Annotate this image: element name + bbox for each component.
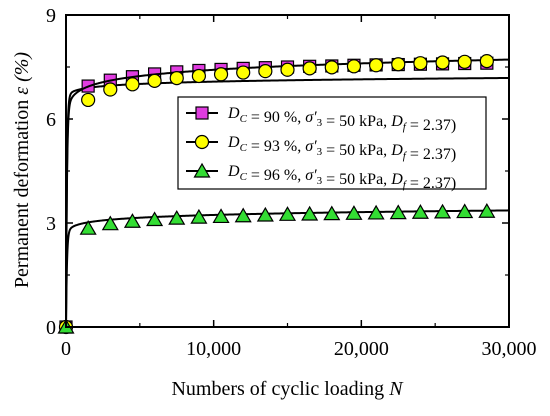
- y-tick-label: 0: [46, 317, 56, 339]
- y-axis-label: Permanent deformation ε (%): [11, 52, 33, 288]
- x-axis-label: Numbers of cyclic loading N: [171, 378, 404, 400]
- data-point: [190, 208, 208, 224]
- data-point: [103, 82, 118, 97]
- data-point: [278, 206, 297, 221]
- x-tick-label: 10,000: [186, 338, 241, 360]
- data-point: [457, 54, 472, 69]
- data-point: [169, 70, 184, 86]
- fit-curve: [65, 58, 510, 328]
- axes: 0 10,000 20,000 30,000 0 3 6 9: [46, 5, 537, 360]
- data-point: [191, 68, 206, 84]
- data-point: [168, 209, 186, 225]
- fit-curve: [65, 76, 510, 328]
- data-point: [258, 64, 273, 79]
- data-point: [234, 207, 252, 223]
- data-point: [302, 61, 317, 76]
- legend-label: DC = 96 %, σ′3 = 50 kPa, Df = 2.37): [227, 163, 456, 192]
- data-point: [413, 56, 428, 71]
- legend-marker: [193, 162, 211, 178]
- legend-entry: DC = 93 %, σ′3 = 50 kPa, Df = 2.37): [186, 134, 456, 163]
- legend-label: DC = 93 %, σ′3 = 50 kPa, Df = 2.37): [227, 134, 456, 163]
- data-point: [81, 92, 96, 108]
- data-point: [101, 215, 119, 231]
- data-point: [301, 205, 319, 221]
- data-point: [346, 59, 362, 74]
- x-tick-label: 30,000: [482, 338, 537, 360]
- data-point: [389, 204, 407, 220]
- series-circle: [58, 54, 510, 335]
- data-point: [345, 205, 363, 220]
- data-point: [435, 55, 450, 70]
- data-point: [236, 65, 251, 80]
- data-point: [323, 205, 341, 221]
- legend-entry: DC = 96 %, σ′3 = 50 kPa, Df = 2.37): [186, 162, 456, 192]
- data-point: [411, 204, 429, 219]
- legend-box: [177, 96, 487, 190]
- x-tick-label: 0: [61, 338, 71, 360]
- y-tick-label: 3: [46, 213, 56, 235]
- y-tick-label: 6: [46, 109, 56, 131]
- data-point: [212, 208, 230, 224]
- legend-entry: DC = 90 %, σ′3 = 50 kPa, Df = 2.37): [186, 105, 456, 134]
- series-triangle: [57, 203, 510, 334]
- legend: DC = 90 %, σ′3 = 50 kPa, Df = 2.37)DC = …: [177, 96, 487, 192]
- data-point: [146, 211, 164, 227]
- data-point: [478, 203, 496, 218]
- data-point: [256, 206, 274, 222]
- fit-curve: [65, 209, 510, 328]
- data-point: [479, 54, 494, 69]
- data-point: [369, 58, 384, 73]
- legend-marker: [195, 106, 209, 120]
- data-point: [123, 213, 141, 228]
- data-point: [147, 73, 162, 88]
- x-tick-label: 20,000: [334, 338, 389, 360]
- data-point: [79, 219, 97, 235]
- data-point: [324, 60, 339, 75]
- data-point: [391, 57, 406, 72]
- data-point: [434, 203, 452, 219]
- data-point: [456, 203, 474, 219]
- data-point: [367, 204, 385, 220]
- data-point: [213, 67, 229, 82]
- data-point: [280, 62, 295, 77]
- legend-label: DC = 90 %, σ′3 = 50 kPa, Df = 2.37): [227, 105, 456, 134]
- data-point: [125, 77, 140, 92]
- legend-marker: [194, 134, 210, 150]
- y-tick-label: 9: [46, 5, 56, 27]
